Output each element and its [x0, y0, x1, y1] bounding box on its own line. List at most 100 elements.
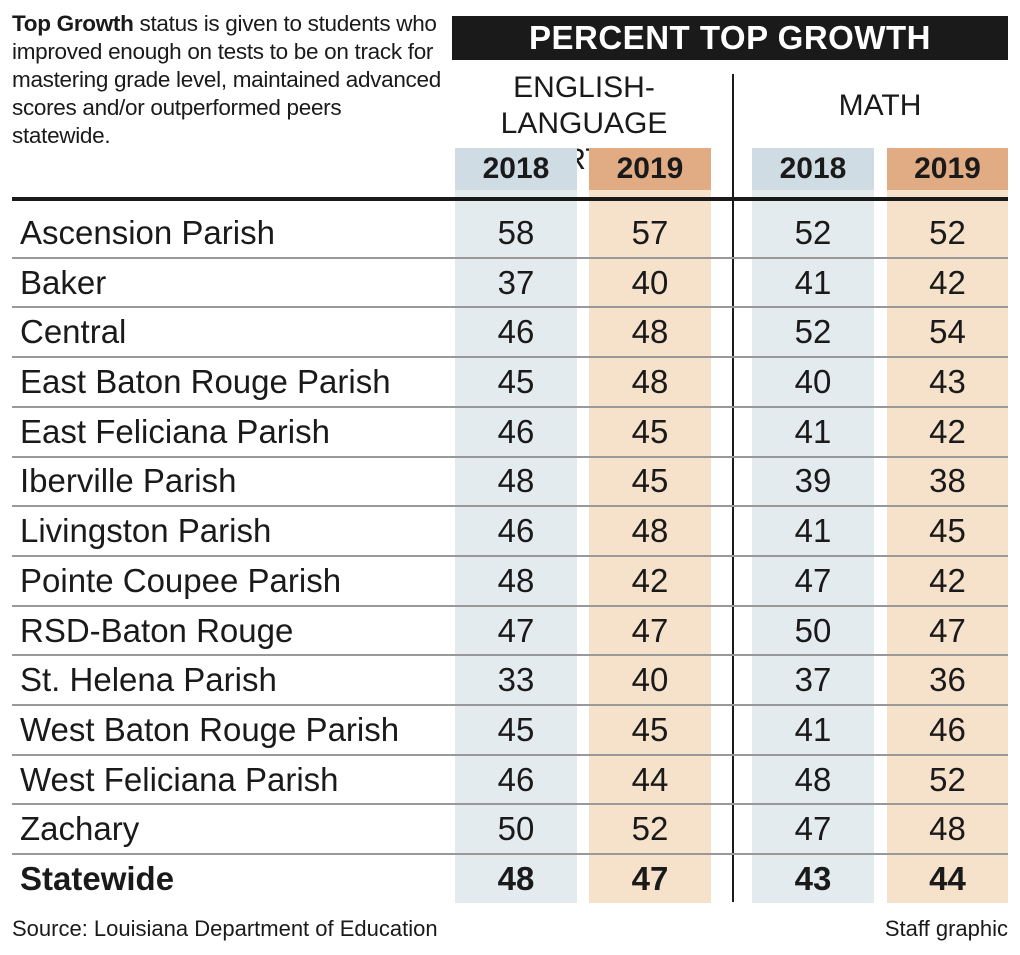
- cell-math-2019: 38: [929, 462, 966, 500]
- row-label: West Baton Rouge Parish: [20, 710, 400, 748]
- row-divider: [12, 256, 1008, 259]
- intro-bold: Top Growth: [12, 11, 134, 36]
- row-divider: [12, 356, 1008, 359]
- group-header-math: MATH: [838, 89, 922, 122]
- source-note: Source: Louisiana Department of Educatio…: [12, 916, 438, 941]
- row-divider: [12, 306, 1008, 309]
- cell-math-2019: 52: [929, 214, 966, 251]
- cell-ela-2019: 52: [631, 810, 669, 848]
- cell-ela-2018: 48: [497, 462, 535, 500]
- row-label: Central: [20, 313, 127, 351]
- cell-math-2018: 37: [794, 661, 832, 699]
- row-divider: [12, 853, 1008, 856]
- year-header-ela-2018: 2018: [455, 148, 577, 190]
- table-body: Ascension Parish 58 57 52 52 Baker 37 40 41 42 Cen…: [0, 208, 1020, 904]
- cell-ela-2018: 45: [497, 710, 535, 748]
- cell-math-2018: 41: [794, 412, 832, 450]
- cell-ela-2019: 40: [631, 661, 669, 699]
- table-row: Central 46 48 52 54: [0, 307, 1020, 357]
- header-rule: [12, 197, 1008, 201]
- row-label: Zachary: [20, 810, 140, 848]
- cell-ela-2018: 37: [497, 263, 535, 301]
- year-header-math-2018: 2018: [752, 148, 874, 190]
- table-row: East Baton Rouge Parish 45 48 40 43: [0, 357, 1020, 407]
- column-bg-math-2018: [752, 148, 874, 903]
- cell-ela-2018: 46: [497, 313, 535, 351]
- cell-ela-2019: 47: [631, 859, 669, 897]
- cell-ela-2018: 47: [497, 611, 535, 649]
- cell-ela-2019: 45: [631, 462, 669, 500]
- cell-math-2019: 46: [929, 710, 966, 748]
- cell-math-2018: 47: [794, 810, 832, 848]
- chart-title: PERCENT TOP GROWTH: [452, 16, 1008, 60]
- credit-note: Staff graphic: [884, 916, 1008, 941]
- table-row: Pointe Coupee Parish 48 42 47 42: [0, 556, 1020, 606]
- row-label: Ascension Parish: [20, 214, 275, 251]
- column-bg-ela-2019: [589, 148, 711, 903]
- table-row: East Feliciana Parish 46 45 41 42: [0, 407, 1020, 457]
- cell-ela-2019: 45: [631, 412, 669, 450]
- row-label: West Feliciana Parish: [20, 760, 339, 798]
- cell-ela-2019: 47: [631, 611, 669, 649]
- year-header-ela-2019: 2019: [589, 148, 711, 190]
- intro-body: status is given to students who improved…: [12, 11, 441, 148]
- cell-math-2018: 39: [794, 462, 832, 500]
- table-row: West Baton Rouge Parish 45 45 41 46: [0, 705, 1020, 755]
- row-divider: [12, 654, 1008, 657]
- cell-ela-2019: 44: [631, 760, 669, 798]
- cell-math-2019: 42: [929, 263, 966, 301]
- table-row: Baker 37 40 41 42: [0, 258, 1020, 308]
- cell-math-2018: 41: [794, 263, 832, 301]
- row-label: East Feliciana Parish: [20, 412, 330, 450]
- cell-ela-2018: 50: [497, 810, 535, 848]
- row-divider: [12, 455, 1008, 458]
- row-divider: [12, 505, 1008, 508]
- cell-math-2018: 48: [794, 760, 832, 798]
- cell-math-2018: 41: [794, 512, 832, 550]
- column-bg-ela-2018: [455, 148, 577, 903]
- cell-ela-2018: 33: [497, 661, 535, 699]
- cell-math-2018: 41: [794, 710, 832, 748]
- year-header-math-2019: 2019: [887, 148, 1008, 190]
- row-divider: [12, 704, 1008, 706]
- table-row: Iberville Parish 48 45 39 38: [0, 456, 1020, 506]
- table-row: West Feliciana Parish 46 44 48 52: [0, 755, 1020, 805]
- row-label: Iberville Parish: [20, 462, 237, 500]
- cell-math-2019: 52: [929, 760, 966, 798]
- column-bg-math-2019: [887, 148, 1008, 903]
- cell-ela-2018: 46: [497, 760, 535, 798]
- cell-ela-2019: 48: [631, 512, 669, 550]
- cell-ela-2019: 48: [631, 313, 669, 351]
- row-label: St. Helena Parish: [20, 661, 277, 699]
- table-row: Livingston Parish 46 48 41 45: [0, 506, 1020, 556]
- cell-ela-2018: 48: [497, 859, 535, 897]
- cell-ela-2019: 48: [631, 363, 669, 401]
- cell-math-2019: 42: [929, 412, 966, 450]
- table-row: St. Helena Parish 33 40 37 36: [0, 655, 1020, 705]
- table-row: Zachary 50 52 47 48: [0, 804, 1020, 854]
- cell-math-2018: 52: [794, 313, 832, 351]
- cell-math-2019: 54: [929, 313, 966, 351]
- row-divider: [12, 803, 1008, 806]
- row-divider: [12, 405, 1008, 408]
- cell-math-2018: 40: [794, 363, 832, 401]
- cell-math-2019: 42: [929, 561, 966, 599]
- cell-math-2018: 50: [794, 611, 832, 649]
- group-divider: [732, 74, 734, 902]
- row-label: Statewide: [20, 859, 175, 897]
- row-divider: [12, 554, 1008, 557]
- table-row: Ascension Parish 58 57 52 52: [0, 208, 1020, 258]
- cell-ela-2019: 42: [631, 561, 669, 599]
- group-header-ela-line1: ENGLISH-: [513, 71, 655, 104]
- cell-math-2019: 43: [929, 363, 966, 401]
- cell-ela-2019: 57: [631, 214, 669, 251]
- table-row: RSD-Baton Rouge 47 47 50 47: [0, 606, 1020, 656]
- cell-math-2018: 43: [794, 859, 832, 897]
- row-label: East Baton Rouge Parish: [20, 363, 391, 401]
- cell-ela-2019: 45: [631, 710, 669, 748]
- row-divider: [12, 753, 1008, 756]
- cell-ela-2018: 58: [497, 214, 535, 251]
- cell-math-2019: 36: [929, 661, 966, 699]
- cell-math-2019: 47: [929, 611, 966, 649]
- row-label: Baker: [20, 263, 107, 301]
